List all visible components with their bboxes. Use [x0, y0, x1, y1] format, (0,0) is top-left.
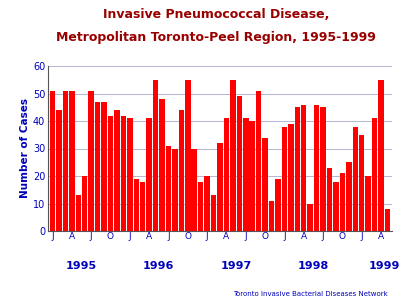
Bar [101, 102, 107, 231]
Bar [146, 118, 152, 231]
Bar [217, 143, 223, 231]
Bar [76, 195, 81, 231]
Bar [179, 110, 184, 231]
Bar [243, 118, 248, 231]
Text: 1995: 1995 [66, 261, 97, 271]
Bar [114, 110, 120, 231]
Bar [269, 201, 274, 231]
Text: 1996: 1996 [143, 261, 174, 271]
Bar [140, 182, 146, 231]
Bar [204, 176, 210, 231]
Bar [262, 137, 268, 231]
Bar [198, 182, 204, 231]
Bar [230, 80, 236, 231]
Bar [88, 91, 94, 231]
Bar [294, 107, 300, 231]
Bar [288, 124, 294, 231]
Bar [359, 135, 364, 231]
Bar [275, 179, 281, 231]
Bar [301, 104, 306, 231]
Bar [134, 179, 139, 231]
Bar [224, 118, 229, 231]
Text: Invasive Pneumococcal Disease,: Invasive Pneumococcal Disease, [103, 8, 329, 20]
Text: Metropolitan Toronto-Peel Region, 1995-1999: Metropolitan Toronto-Peel Region, 1995-1… [56, 32, 376, 44]
Bar [121, 116, 126, 231]
Bar [211, 195, 216, 231]
Bar [385, 209, 390, 231]
Bar [346, 162, 352, 231]
Text: 1999: 1999 [368, 261, 400, 271]
Bar [308, 203, 313, 231]
Bar [314, 104, 319, 231]
Bar [372, 118, 377, 231]
Bar [256, 91, 261, 231]
Bar [378, 80, 384, 231]
Bar [56, 110, 62, 231]
Text: 1998: 1998 [298, 261, 329, 271]
Bar [340, 173, 345, 231]
Bar [250, 121, 255, 231]
Bar [82, 176, 88, 231]
Bar [192, 148, 197, 231]
Bar [236, 96, 242, 231]
Bar [327, 168, 332, 231]
Bar [153, 80, 158, 231]
Bar [69, 91, 74, 231]
Bar [127, 118, 132, 231]
Text: 1997: 1997 [220, 261, 252, 271]
Bar [352, 127, 358, 231]
Y-axis label: Number of Cases: Number of Cases [20, 98, 30, 199]
Bar [172, 148, 178, 231]
Bar [185, 80, 190, 231]
Bar [333, 182, 339, 231]
Bar [108, 116, 113, 231]
Bar [159, 99, 165, 231]
Bar [166, 146, 171, 231]
Bar [95, 102, 100, 231]
Bar [63, 91, 68, 231]
Bar [282, 127, 287, 231]
Bar [50, 91, 55, 231]
Text: Toronto Invasive Bacterial Diseases Network: Toronto Invasive Bacterial Diseases Netw… [233, 291, 388, 297]
Bar [320, 107, 326, 231]
Bar [366, 176, 371, 231]
